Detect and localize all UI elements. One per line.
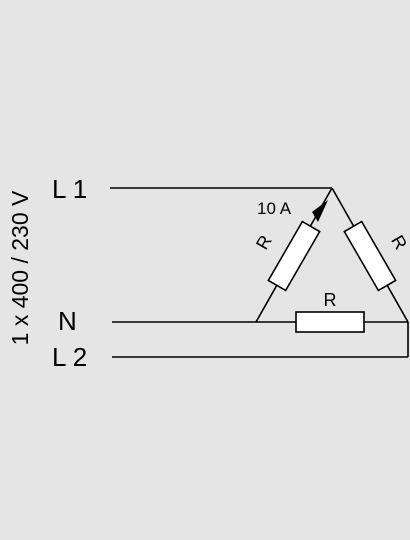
line-label-l2: L 2 — [52, 342, 87, 372]
supply-voltage-label: 1 x 400 / 230 V — [7, 190, 33, 345]
resistor-label-bottom: R — [324, 290, 337, 310]
resistor-label-left: R — [252, 232, 276, 253]
current-label: 10 A — [257, 199, 292, 218]
resistor-right — [343, 220, 397, 292]
line-label-n: N — [58, 306, 77, 336]
resistor-bottom — [295, 311, 365, 333]
line-label-l1: L 1 — [52, 174, 87, 204]
resistor-left — [267, 220, 321, 292]
current-arrow-icon — [312, 200, 328, 222]
resistor-label-right: R — [387, 232, 410, 253]
